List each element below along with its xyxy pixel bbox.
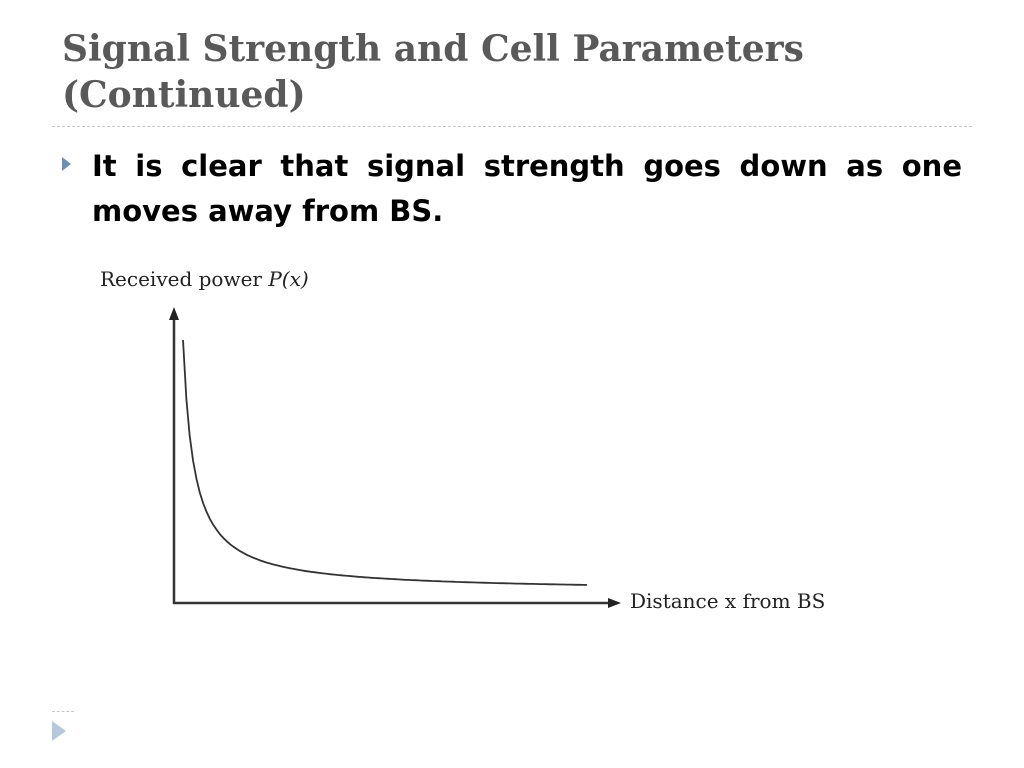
title-divider [52,126,972,127]
x-axis-label: Distance x from BS [630,589,825,613]
footer-divider [52,711,74,712]
y-axis-label-text: Received power [100,267,268,291]
y-axis-label-var: P(x) [267,267,308,291]
slide-title: Signal Strength and Cell Parameters (Con… [62,26,962,118]
bullet-text: It is clear that signal strength goes do… [92,149,962,228]
power-curve [182,339,587,586]
title-line-1: Signal Strength and Cell Parameters [62,28,804,70]
y-axis-label: Received power P(x) [100,267,309,291]
footer-triangle-icon [52,721,66,741]
triangle-bullet-icon [62,157,71,171]
x-axis-arrowhead [608,598,621,608]
bullet-item: It is clear that signal strength goes do… [62,144,962,234]
y-axis-arrowhead [169,307,179,320]
title-line-2: (Continued) [62,74,306,116]
